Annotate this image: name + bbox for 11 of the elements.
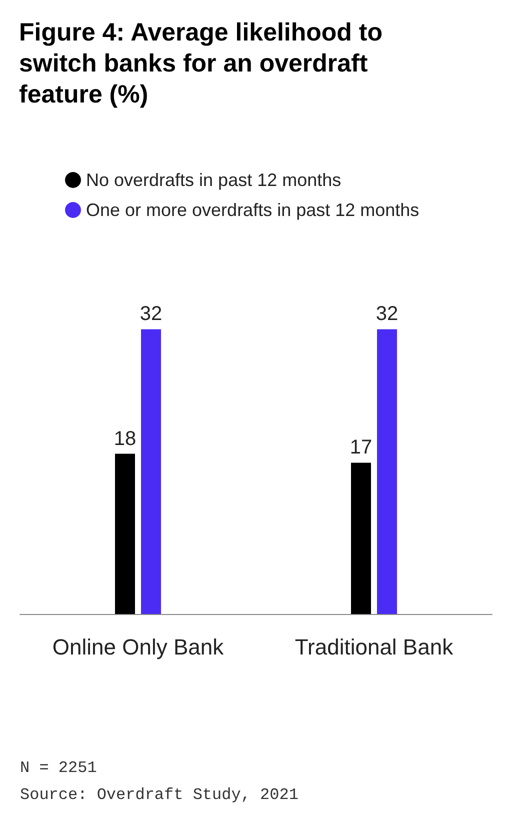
legend-label: One or more overdrafts in past 12 months bbox=[86, 200, 420, 220]
chart-title: Figure 4: Average likelihood to switch banks for an overdraft feature (%) bbox=[19, 18, 390, 108]
data-label: 18 bbox=[114, 428, 136, 450]
source-note: Source: Overdraft Study, 2021 bbox=[20, 786, 298, 804]
data-label: 32 bbox=[376, 303, 398, 326]
x-tick-label: Traditional Bank bbox=[294, 634, 454, 660]
data-label: 32 bbox=[140, 303, 162, 326]
x-tick-label: Online Only Bank bbox=[52, 634, 225, 660]
legend-label: No overdrafts in past 12 months bbox=[86, 170, 342, 190]
text: N = 2251 bbox=[20, 759, 97, 777]
data-label: 17 bbox=[350, 436, 372, 459]
